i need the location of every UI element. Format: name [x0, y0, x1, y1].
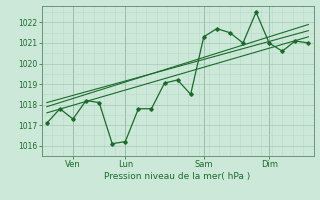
X-axis label: Pression niveau de la mer( hPa ): Pression niveau de la mer( hPa ): [104, 172, 251, 181]
